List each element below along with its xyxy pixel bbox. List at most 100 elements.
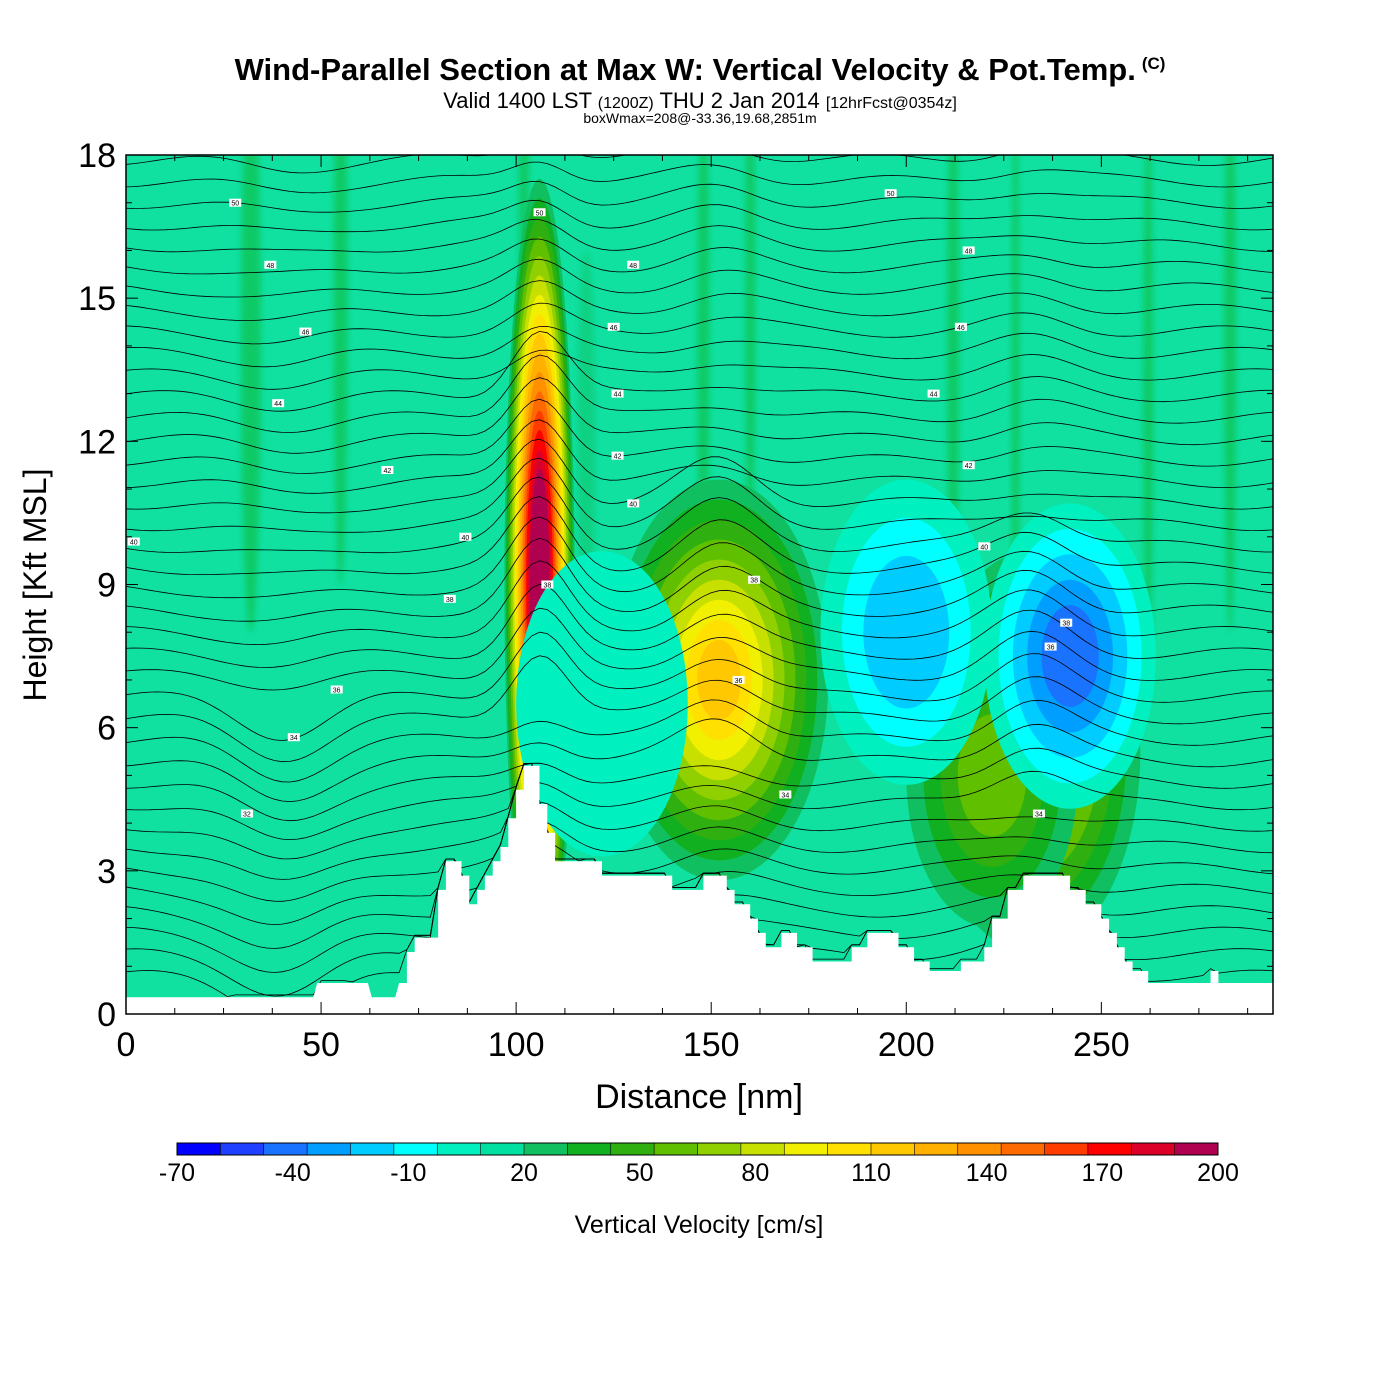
colorbar-swatch: [697, 1143, 742, 1155]
svg-text:40: 40: [980, 544, 988, 551]
velocity-streak: [577, 250, 596, 633]
x-tick-label: 0: [117, 1026, 136, 1064]
x-tick-label: 200: [878, 1026, 935, 1064]
subtitle-valid: Valid 1400 LST: [443, 88, 592, 113]
isentrope-line: [126, 325, 1273, 368]
colorbar-tick-label: 140: [966, 1159, 1008, 1187]
contour-label: 50: [533, 208, 546, 217]
isentrope-line: [126, 560, 1273, 646]
subtitle-forecast: [12hrFcst@0354z]: [825, 95, 957, 112]
contour-label: 46: [299, 327, 312, 337]
colorbar-swatch: [610, 1143, 655, 1155]
isentrope-line: [126, 763, 1273, 880]
y-tick-label: 18: [78, 137, 116, 175]
svg-text:46: 46: [610, 325, 618, 332]
downdraft-cell: [516, 551, 688, 857]
isentrope-line: [126, 747, 1273, 822]
colorbar-swatch: [1001, 1143, 1045, 1155]
svg-text:34: 34: [1035, 812, 1043, 819]
isentrope-line: [126, 763, 1273, 926]
x-axis-label: Distance [nm]: [595, 1078, 803, 1116]
x-tick-label: 150: [683, 1026, 740, 1064]
y-tick-label: 15: [78, 280, 116, 318]
isentrope-line: [126, 180, 1273, 213]
contour-label: 44: [611, 389, 624, 399]
contour-label: 32: [240, 809, 253, 819]
contour-label: 42: [611, 451, 624, 461]
colorbar-tick-label: 200: [1197, 1159, 1239, 1187]
title-main: Wind-Parallel Section at Max W: Vertical…: [234, 52, 1136, 87]
colorbar: -70 -40 -10 20 50 80 110 140 170 200: [159, 1142, 1239, 1187]
isentrope-line: [126, 457, 1273, 533]
colorbar-label: Vertical Velocity [cm/s]: [575, 1211, 824, 1239]
contour-label: 48: [627, 260, 640, 270]
colorbar-swatch: [307, 1143, 351, 1155]
isentrope-line: [126, 438, 1273, 514]
isentrope-line: [126, 161, 1273, 194]
copyright-mark: (C): [1141, 53, 1166, 73]
contour-label: 50: [884, 189, 897, 198]
svg-text:38: 38: [1062, 621, 1070, 628]
y-axis-label: Height [Kft MSL]: [17, 469, 53, 702]
isentrope-line: [126, 476, 1273, 554]
contour-label: 44: [927, 389, 940, 399]
svg-text:34: 34: [781, 792, 789, 799]
terrain-profile: [126, 765, 1273, 1014]
isentrope-line: [126, 377, 1273, 454]
chart-title: Wind-Parallel Section at Max W: Vertical…: [0, 52, 1400, 88]
svg-text:50: 50: [231, 201, 239, 208]
colorbar-swatch: [914, 1143, 959, 1155]
isentrope-line: [126, 280, 1273, 321]
contour-label: 40: [127, 537, 140, 547]
colorbar-swatch: [827, 1143, 872, 1155]
colorbar-tick-label: -70: [159, 1159, 195, 1187]
plot-area: 50 50 50 48 48 48 46 46 46 44 44 44 42 42 42 40 40 40 40 38…: [126, 155, 1273, 1014]
isentrope-line: [126, 537, 1273, 622]
plot-frame: [125, 154, 1274, 1015]
contour-label: 40: [978, 542, 991, 551]
colorbar-swatch: [1044, 1143, 1089, 1155]
colorbar-tick-label: 170: [1081, 1159, 1123, 1187]
colorbar-swatch: [871, 1143, 915, 1155]
contour-label: 48: [962, 246, 975, 255]
isentrope-line: [126, 330, 1273, 412]
contour-label: 46: [607, 322, 620, 332]
isentrope-line: [126, 763, 1273, 860]
svg-text:48: 48: [266, 263, 274, 270]
colorbar-tick-label: 20: [510, 1159, 538, 1187]
y-tick-label: 0: [97, 996, 116, 1034]
svg-text:50: 50: [887, 191, 895, 198]
colorbar-swatch: [1174, 1143, 1219, 1155]
isentrope-line: [126, 218, 1273, 253]
contour-label: 38: [541, 580, 554, 590]
y-tick-label: 9: [97, 567, 116, 605]
svg-text:36: 36: [1047, 645, 1055, 652]
contour-label: 38: [1060, 618, 1073, 628]
contour-label: 40: [459, 532, 472, 542]
isentrope-line: [126, 699, 1273, 783]
svg-text:48: 48: [965, 248, 973, 255]
isentrope-line: [126, 419, 1273, 494]
velocity-streak: [745, 155, 756, 585]
velocity-streak: [333, 155, 348, 585]
contour-label: 42: [381, 465, 394, 475]
colorbar-swatch: [784, 1143, 829, 1155]
isentrope-line: [126, 763, 1273, 902]
colorbar-swatch: [437, 1143, 482, 1155]
colorbar-tick-label: -10: [390, 1159, 426, 1187]
contour-label: 34: [1032, 809, 1045, 819]
svg-text:38: 38: [446, 597, 454, 604]
chart-subtitle: Valid 1400 LST (1200Z) THU 2 Jan 2014 [1…: [0, 88, 1400, 114]
contour-label: 44: [272, 399, 285, 408]
svg-text:40: 40: [629, 501, 637, 508]
isentrope-line: [126, 583, 1273, 668]
svg-text:42: 42: [383, 468, 391, 475]
svg-text:38: 38: [750, 578, 758, 585]
isentrope-line: [126, 516, 1273, 599]
colorbar-tick-label: 50: [626, 1159, 654, 1187]
svg-text:44: 44: [930, 392, 938, 399]
subtitle-date: THU 2 Jan 2014: [659, 88, 820, 113]
colorbar-tick-label: -40: [275, 1159, 311, 1187]
contour-label: 48: [264, 260, 277, 270]
